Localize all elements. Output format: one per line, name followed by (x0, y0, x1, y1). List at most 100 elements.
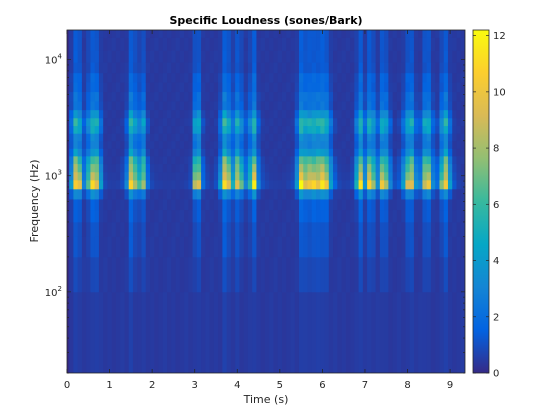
heatmap-cell (154, 117, 159, 127)
heatmap-cell (175, 109, 181, 119)
heatmap-cell (179, 221, 185, 237)
heatmap-cell (247, 291, 253, 373)
heatmap-cell (158, 30, 164, 38)
heatmap-cell (452, 62, 457, 74)
heatmap-cell (435, 221, 440, 237)
heatmap-cell (379, 37, 385, 51)
heatmap-cell (213, 62, 219, 74)
heatmap-cell (209, 101, 215, 111)
heatmap-cell (456, 125, 462, 134)
heatmap-cell (439, 199, 445, 211)
heatmap-cell (277, 133, 283, 142)
heatmap-cell (409, 148, 415, 157)
heatmap-cell (409, 199, 415, 211)
heatmap-cell (354, 72, 359, 83)
heatmap-cell (230, 221, 236, 237)
heatmap-cell (188, 117, 193, 127)
heatmap-cell (222, 117, 228, 127)
heatmap-cell (167, 209, 172, 223)
heatmap-cell (184, 109, 189, 119)
heatmap-cell (269, 109, 274, 119)
heatmap-cell (294, 209, 300, 223)
heatmap-cell (303, 148, 308, 157)
heatmap-cell (205, 179, 210, 190)
heatmap-cell (69, 256, 74, 293)
heatmap-cell (294, 91, 300, 102)
heatmap-cell (205, 236, 210, 258)
heatmap-cell (269, 236, 274, 258)
heatmap-cell (337, 188, 342, 200)
heatmap-cell (456, 148, 462, 157)
heatmap-cell (81, 155, 87, 165)
heatmap-cell (371, 117, 377, 127)
heatmap-cell (328, 291, 334, 373)
heatmap-cell (350, 171, 355, 181)
heatmap-cell (247, 62, 253, 74)
heatmap-cell (460, 125, 465, 134)
heatmap-cell (358, 256, 364, 293)
heatmap-cell (320, 50, 325, 63)
heatmap-cell (192, 291, 198, 373)
colorbar-tick-label: 0 (493, 369, 499, 380)
heatmap-cell (256, 50, 262, 63)
heatmap-cell (150, 62, 155, 74)
heatmap-cell (303, 179, 308, 190)
heatmap-cell (132, 148, 138, 157)
heatmap-cell (196, 188, 202, 200)
heatmap-cell (120, 62, 125, 74)
heatmap-cell (350, 91, 355, 102)
heatmap-cell (141, 109, 147, 119)
heatmap-cell (269, 155, 274, 165)
heatmap-cell (413, 171, 419, 181)
heatmap-cell (222, 50, 228, 63)
heatmap-cell (124, 140, 130, 149)
heatmap-cell (460, 82, 465, 93)
heatmap-cell (367, 72, 372, 83)
heatmap-cell (107, 171, 113, 181)
heatmap-cell (294, 117, 300, 127)
heatmap-cell (388, 148, 394, 157)
heatmap-cell (196, 82, 202, 93)
heatmap-cell (435, 236, 440, 258)
heatmap-cell (269, 221, 274, 237)
x-tick-label: 5 (277, 380, 283, 391)
heatmap-cell (260, 109, 266, 119)
heatmap-cell (298, 37, 304, 51)
heatmap-cell (405, 62, 411, 74)
heatmap-cell (290, 188, 296, 200)
heatmap-cell (235, 140, 240, 149)
heatmap-cell (264, 91, 270, 102)
heatmap-cell (184, 221, 189, 237)
heatmap-cell (350, 291, 355, 373)
heatmap-cell (422, 148, 428, 157)
heatmap-cell (358, 148, 364, 157)
heatmap-cell (196, 62, 202, 74)
heatmap-cell (150, 125, 155, 134)
heatmap-cell (205, 291, 210, 373)
heatmap-cell (388, 291, 394, 373)
heatmap-cell (239, 179, 245, 190)
heatmap-cell (252, 109, 257, 119)
heatmap-cell (120, 72, 125, 83)
heatmap-cell (205, 140, 210, 149)
heatmap-cell (388, 82, 394, 93)
heatmap-cell (422, 133, 428, 142)
heatmap-cell (196, 236, 202, 258)
heatmap-cell (128, 91, 134, 102)
heatmap-cell (298, 91, 304, 102)
heatmap-cell (218, 72, 223, 83)
heatmap-cell (290, 109, 296, 119)
heatmap-cell (247, 256, 253, 293)
heatmap-cell (154, 101, 159, 111)
heatmap-cell (281, 291, 287, 373)
heatmap-cell (328, 155, 334, 165)
heatmap-cell (396, 125, 402, 134)
heatmap-cell (77, 37, 83, 51)
heatmap-cell (226, 72, 232, 83)
heatmap-cell (260, 221, 266, 237)
heatmap-cell (150, 82, 155, 93)
heatmap-cell (98, 50, 104, 63)
heatmap-cell (213, 171, 219, 181)
heatmap-cell (298, 50, 304, 63)
heatmap-cell (247, 30, 253, 38)
